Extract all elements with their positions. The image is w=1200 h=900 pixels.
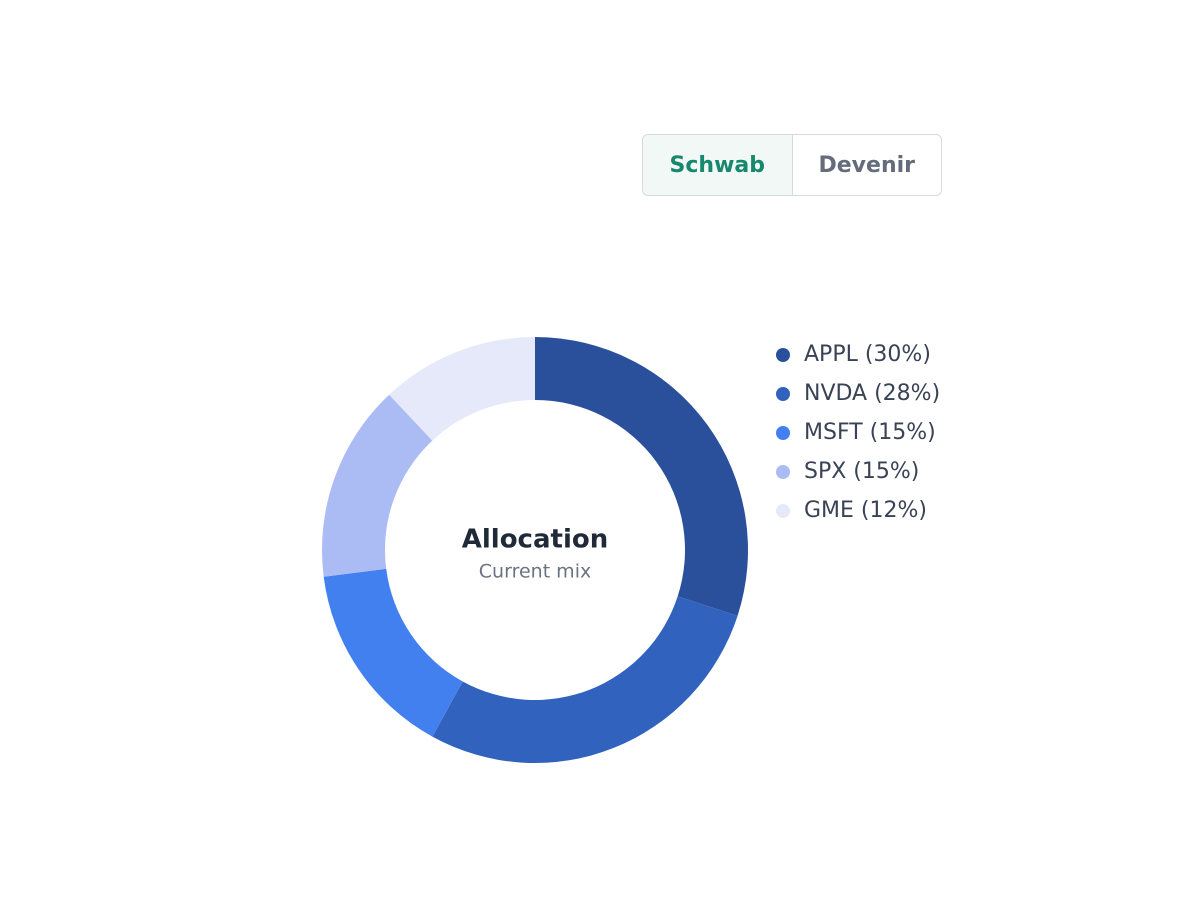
- legend-swatch: [776, 387, 790, 401]
- legend-swatch: [776, 465, 790, 479]
- chart-title: Allocation: [462, 525, 608, 555]
- slice: [432, 596, 738, 763]
- legend-swatch: [776, 348, 790, 362]
- slice: [389, 337, 535, 441]
- slice: [323, 568, 463, 737]
- slice: [322, 394, 433, 577]
- toggle-option[interactable]: Devenir: [791, 135, 942, 195]
- chart-subtitle: Current mix: [479, 561, 591, 583]
- legend-label: SPX (15%): [804, 459, 919, 484]
- toggle-option[interactable]: Schwab: [643, 135, 792, 195]
- legend-label: MSFT (15%): [804, 420, 936, 445]
- legend-swatch: [776, 504, 790, 518]
- legend-label: GME (12%): [804, 498, 927, 523]
- legend-swatch: [776, 426, 790, 440]
- broker-toggle: Schwab Devenir: [642, 134, 942, 196]
- legend-label: APPL (30%): [804, 342, 931, 367]
- slice: [535, 337, 748, 616]
- legend-label: NVDA (28%): [804, 381, 940, 406]
